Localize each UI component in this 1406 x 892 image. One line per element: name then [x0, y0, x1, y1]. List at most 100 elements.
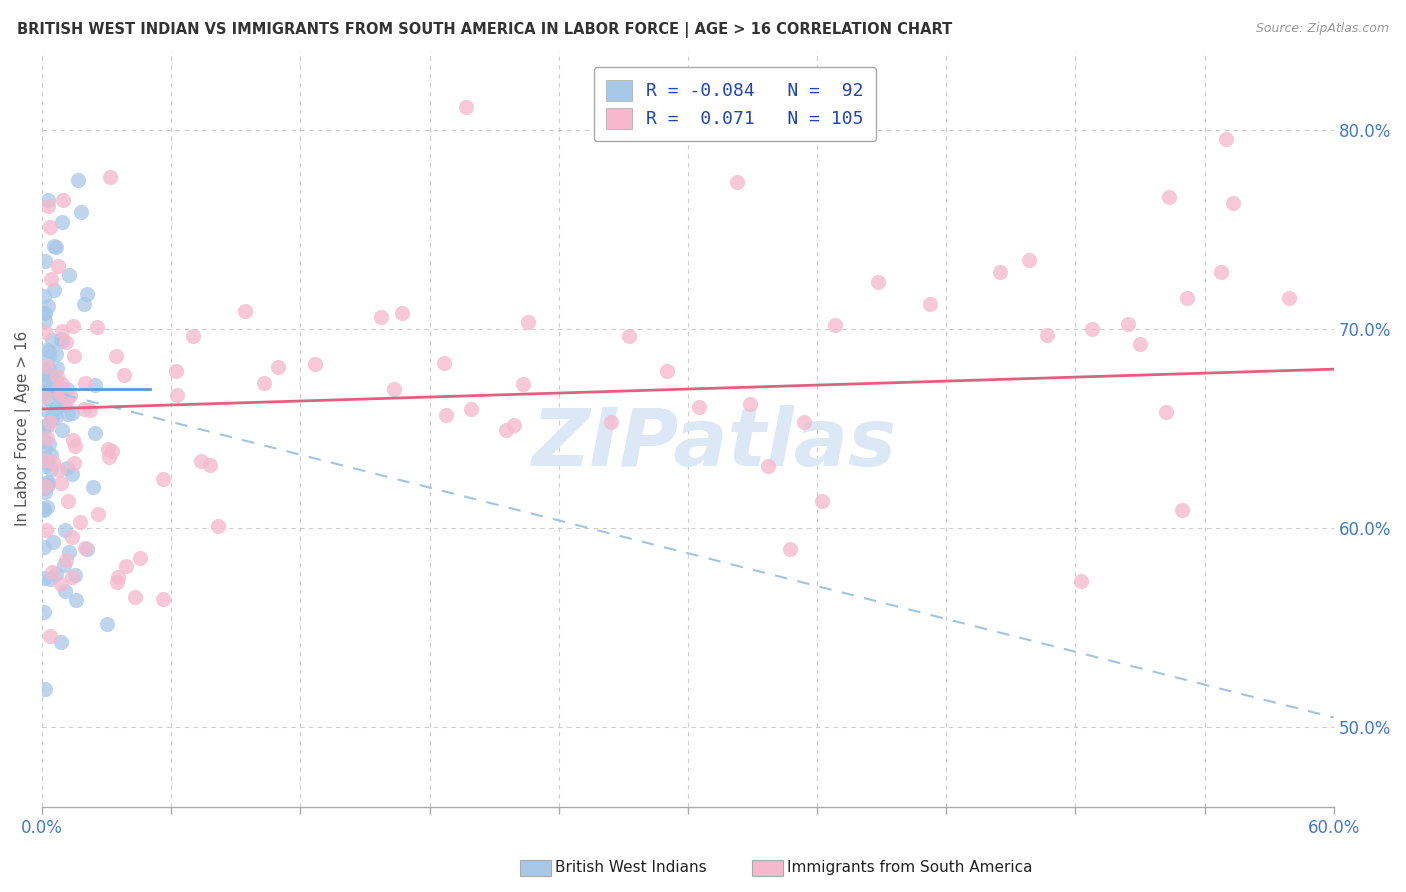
- Point: [34, 325, 56, 339]
- Point: [42, 371, 65, 385]
- Point: [45, 401, 67, 416]
- Point: [37, 368, 59, 382]
- Point: [304, 357, 326, 371]
- Point: [97, 450, 120, 464]
- Point: [34, 484, 56, 499]
- Point: [725, 175, 748, 189]
- Point: [37, 476, 59, 491]
- Point: [756, 458, 779, 473]
- Point: [53, 558, 76, 573]
- Point: [42, 284, 65, 298]
- Point: [58, 494, 80, 508]
- Point: [49, 635, 72, 649]
- Point: [112, 368, 135, 382]
- Point: [45, 240, 67, 254]
- Point: [51, 377, 73, 392]
- Point: [53, 523, 76, 537]
- Point: [53, 584, 76, 599]
- Point: [920, 297, 942, 311]
- Point: [60, 570, 83, 584]
- Point: [59, 388, 82, 402]
- Point: [988, 265, 1011, 279]
- Point: [107, 570, 129, 584]
- Point: [73, 376, 96, 390]
- Point: [63, 349, 86, 363]
- Point: [73, 297, 96, 311]
- Point: [32, 385, 55, 400]
- Point: [1129, 336, 1152, 351]
- Legend: R = -0.084   N =  92, R =  0.071   N = 105: R = -0.084 N = 92, R = 0.071 N = 105: [593, 67, 876, 142]
- Point: [503, 417, 526, 432]
- Point: [868, 275, 890, 289]
- Point: [32, 501, 55, 516]
- Point: [39, 629, 62, 643]
- Point: [98, 169, 121, 184]
- Point: [35, 500, 58, 514]
- Point: [62, 319, 84, 334]
- Point: [166, 388, 188, 402]
- Point: [97, 442, 120, 456]
- Point: [56, 382, 79, 396]
- Point: [45, 375, 67, 389]
- Point: [200, 458, 222, 472]
- Point: [38, 572, 60, 586]
- Point: [37, 403, 59, 417]
- Point: [32, 369, 55, 384]
- Point: [34, 442, 56, 456]
- Point: [34, 481, 56, 495]
- Point: [76, 286, 98, 301]
- Point: [811, 494, 834, 508]
- Point: [41, 566, 63, 580]
- Point: [79, 403, 101, 417]
- Point: [32, 433, 55, 447]
- Point: [55, 461, 77, 475]
- Point: [67, 172, 90, 186]
- Point: [42, 378, 65, 392]
- Point: [58, 268, 80, 282]
- Point: [76, 541, 98, 556]
- Point: [86, 319, 108, 334]
- Point: [38, 344, 60, 359]
- Point: [35, 454, 58, 468]
- Point: [51, 334, 73, 348]
- Point: [34, 478, 56, 492]
- Point: [39, 448, 62, 462]
- Point: [37, 343, 59, 357]
- Point: [48, 382, 70, 396]
- Point: [41, 334, 63, 348]
- Point: [824, 318, 846, 332]
- Point: [101, 443, 124, 458]
- Point: [60, 406, 83, 420]
- Point: [460, 401, 482, 416]
- Point: [58, 545, 80, 559]
- Point: [38, 220, 60, 235]
- Point: [38, 350, 60, 364]
- Point: [512, 376, 534, 391]
- Point: [62, 456, 84, 470]
- Point: [1278, 291, 1301, 305]
- Point: [49, 389, 72, 403]
- Point: [370, 310, 392, 325]
- Point: [35, 431, 58, 445]
- Point: [37, 455, 59, 469]
- Point: [53, 398, 76, 412]
- Point: [55, 334, 77, 349]
- Point: [181, 329, 204, 343]
- Text: BRITISH WEST INDIAN VS IMMIGRANTS FROM SOUTH AMERICA IN LABOR FORCE | AGE > 16 C: BRITISH WEST INDIAN VS IMMIGRANTS FROM S…: [17, 22, 952, 38]
- Point: [63, 440, 86, 454]
- Point: [738, 397, 761, 411]
- Point: [34, 682, 56, 697]
- Point: [793, 415, 815, 429]
- Point: [37, 475, 59, 489]
- Point: [32, 503, 55, 517]
- Point: [124, 590, 146, 604]
- Point: [32, 571, 55, 585]
- Point: [69, 516, 91, 530]
- Point: [32, 419, 55, 434]
- Point: [454, 100, 477, 114]
- Point: [82, 480, 104, 494]
- Point: [32, 384, 55, 398]
- Point: [42, 535, 65, 549]
- Point: [34, 451, 56, 466]
- Point: [34, 453, 56, 467]
